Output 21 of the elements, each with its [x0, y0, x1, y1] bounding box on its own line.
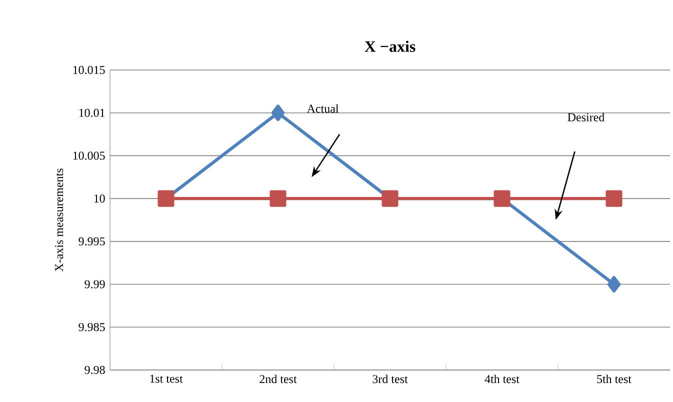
point: [270, 190, 286, 207]
y-tick-label: 10: [94, 194, 105, 203]
y-tick-label: 10.015: [73, 66, 105, 74]
point: [271, 104, 285, 122]
chart-title: X −axis: [364, 40, 416, 52]
point: [607, 276, 621, 293]
x-tick-label: 2nd test: [260, 374, 297, 384]
y-tick-label: 9.98: [84, 366, 105, 374]
y-axis-title: X-axis measurements: [55, 168, 64, 272]
y-tick-label: 10.005: [73, 152, 105, 160]
y-tick-label: 9.995: [78, 237, 105, 246]
annotation: Actual: [306, 104, 339, 113]
y-tick-label: 9.985: [78, 323, 105, 332]
y-tick-label: 9.99: [84, 280, 105, 288]
x-tick-label: 5th test: [597, 374, 632, 384]
point: [606, 190, 622, 207]
x-tick-label: 1st test: [150, 374, 183, 383]
annotation: Desired: [568, 112, 605, 122]
x-tick-label: 3rd test: [372, 374, 408, 384]
y-tick-label: 10.01: [79, 108, 105, 117]
x-tick-label: 4th test: [484, 374, 520, 384]
